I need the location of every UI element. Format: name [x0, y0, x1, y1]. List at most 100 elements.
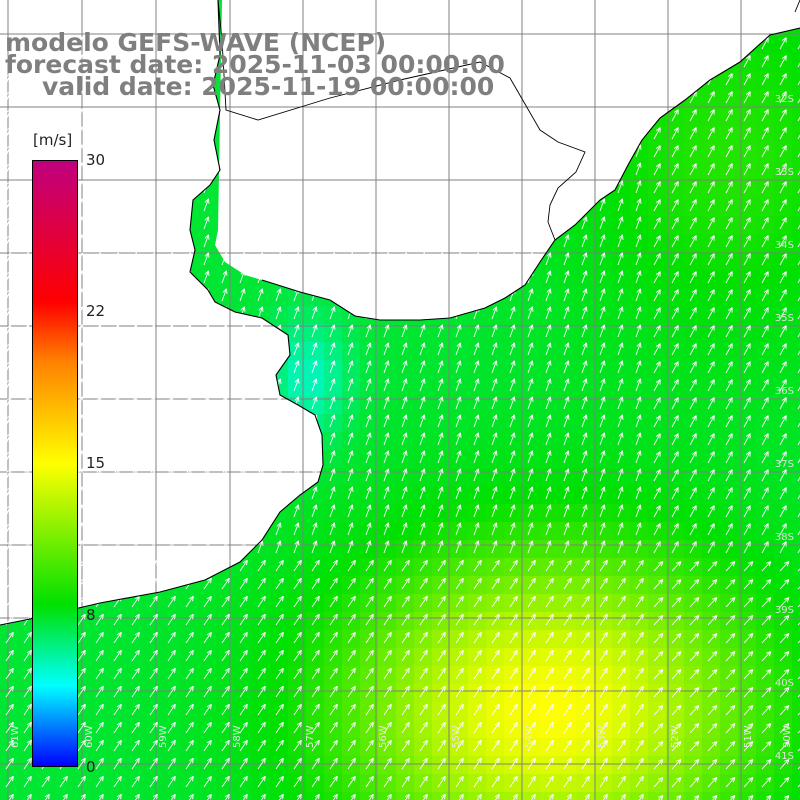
- wind-cell: [666, 396, 684, 414]
- wind-cell: [792, 522, 800, 540]
- wind-cell: [594, 216, 612, 234]
- lon-label-56w: 56W: [378, 725, 389, 748]
- wind-cell: [360, 432, 378, 450]
- wind-cell: [630, 234, 648, 252]
- lon-label-60w: 60W: [84, 725, 95, 748]
- wind-cell: [756, 360, 774, 378]
- wind-cell: [684, 738, 702, 756]
- wind-cell: [648, 288, 666, 306]
- wind-cell: [648, 432, 666, 450]
- wind-cell: [270, 306, 288, 324]
- wind-cell: [666, 684, 684, 702]
- wind-cell: [468, 378, 486, 396]
- wind-cell: [702, 504, 720, 522]
- wind-cell: [396, 504, 414, 522]
- wind-cell: [0, 792, 18, 800]
- wind-cell: [720, 198, 738, 216]
- wind-cell: [558, 342, 576, 360]
- wind-cell: [216, 792, 234, 800]
- wind-cell: [342, 504, 360, 522]
- wind-cell: [774, 432, 792, 450]
- wind-cell: [792, 270, 800, 288]
- wind-cell: [630, 288, 648, 306]
- wind-cell: [576, 252, 594, 270]
- wind-cell: [324, 324, 342, 342]
- wind-cell: [342, 792, 360, 800]
- wind-cell: [630, 180, 648, 198]
- wind-cell: [396, 792, 414, 800]
- wind-cell: [414, 450, 432, 468]
- wind-cell: [270, 288, 288, 306]
- wind-cell: [288, 324, 306, 342]
- wind-cell: [738, 108, 756, 126]
- wind-cell: [630, 198, 648, 216]
- wind-cell: [756, 342, 774, 360]
- wind-cell: [774, 324, 792, 342]
- wind-cell: [360, 324, 378, 342]
- wind-cell: [576, 792, 594, 800]
- wind-cell: [684, 630, 702, 648]
- wind-cell: [648, 504, 666, 522]
- wind-cell: [648, 450, 666, 468]
- wind-cell: [576, 378, 594, 396]
- wind-cell: [486, 792, 504, 800]
- wind-cell: [126, 792, 144, 800]
- wind-cell: [702, 576, 720, 594]
- wind-cell: [792, 306, 800, 324]
- wind-cell: [450, 378, 468, 396]
- colorbar-tick-30: 30: [86, 151, 106, 169]
- wind-cell: [666, 666, 684, 684]
- wind-cell: [756, 666, 774, 684]
- wind-cell: [756, 216, 774, 234]
- wind-cell: [702, 306, 720, 324]
- wind-cell: [594, 792, 612, 800]
- wind-cell: [576, 216, 594, 234]
- wind-cell: [324, 522, 342, 540]
- wind-cell: [792, 612, 800, 630]
- colorbar: [32, 160, 78, 767]
- wind-cell: [558, 450, 576, 468]
- wind-cell: [648, 306, 666, 324]
- wind-cell: [612, 378, 630, 396]
- wind-cell: [756, 504, 774, 522]
- wind-cell: [540, 342, 558, 360]
- wind-cell: [486, 432, 504, 450]
- wind-cell: [342, 522, 360, 540]
- wind-cell: [792, 774, 800, 792]
- wind-cell: [630, 342, 648, 360]
- wind-cell: [774, 558, 792, 576]
- wind-cell: [432, 360, 450, 378]
- wind-cell: [666, 774, 684, 792]
- wind-cell: [324, 504, 342, 522]
- wind-cell: [702, 360, 720, 378]
- wind-cell: [324, 360, 342, 378]
- wind-cell: [702, 216, 720, 234]
- wind-cell: [504, 522, 522, 540]
- wind-cell: [648, 360, 666, 378]
- wind-cell: [414, 378, 432, 396]
- wind-cell: [648, 666, 666, 684]
- wind-cell: [774, 396, 792, 414]
- wind-cell: [666, 648, 684, 666]
- wind-cell: [558, 306, 576, 324]
- wind-cell: [324, 342, 342, 360]
- wind-cell: [648, 180, 666, 198]
- wind-cell: [702, 450, 720, 468]
- wind-cell: [504, 324, 522, 342]
- wind-cell: [432, 486, 450, 504]
- wind-cell: [774, 648, 792, 666]
- wind-cell: [504, 504, 522, 522]
- wind-cell: [720, 324, 738, 342]
- wind-cell: [648, 486, 666, 504]
- wind-cell: [468, 504, 486, 522]
- wind-cell: [684, 540, 702, 558]
- wind-cell: [648, 522, 666, 540]
- wind-cell: [486, 360, 504, 378]
- wind-cell: [756, 630, 774, 648]
- wind-cell: [666, 540, 684, 558]
- wind-cell: [792, 108, 800, 126]
- wind-cell: [180, 792, 198, 800]
- wind-cell: [612, 432, 630, 450]
- wind-cell: [792, 234, 800, 252]
- wind-cell: [486, 450, 504, 468]
